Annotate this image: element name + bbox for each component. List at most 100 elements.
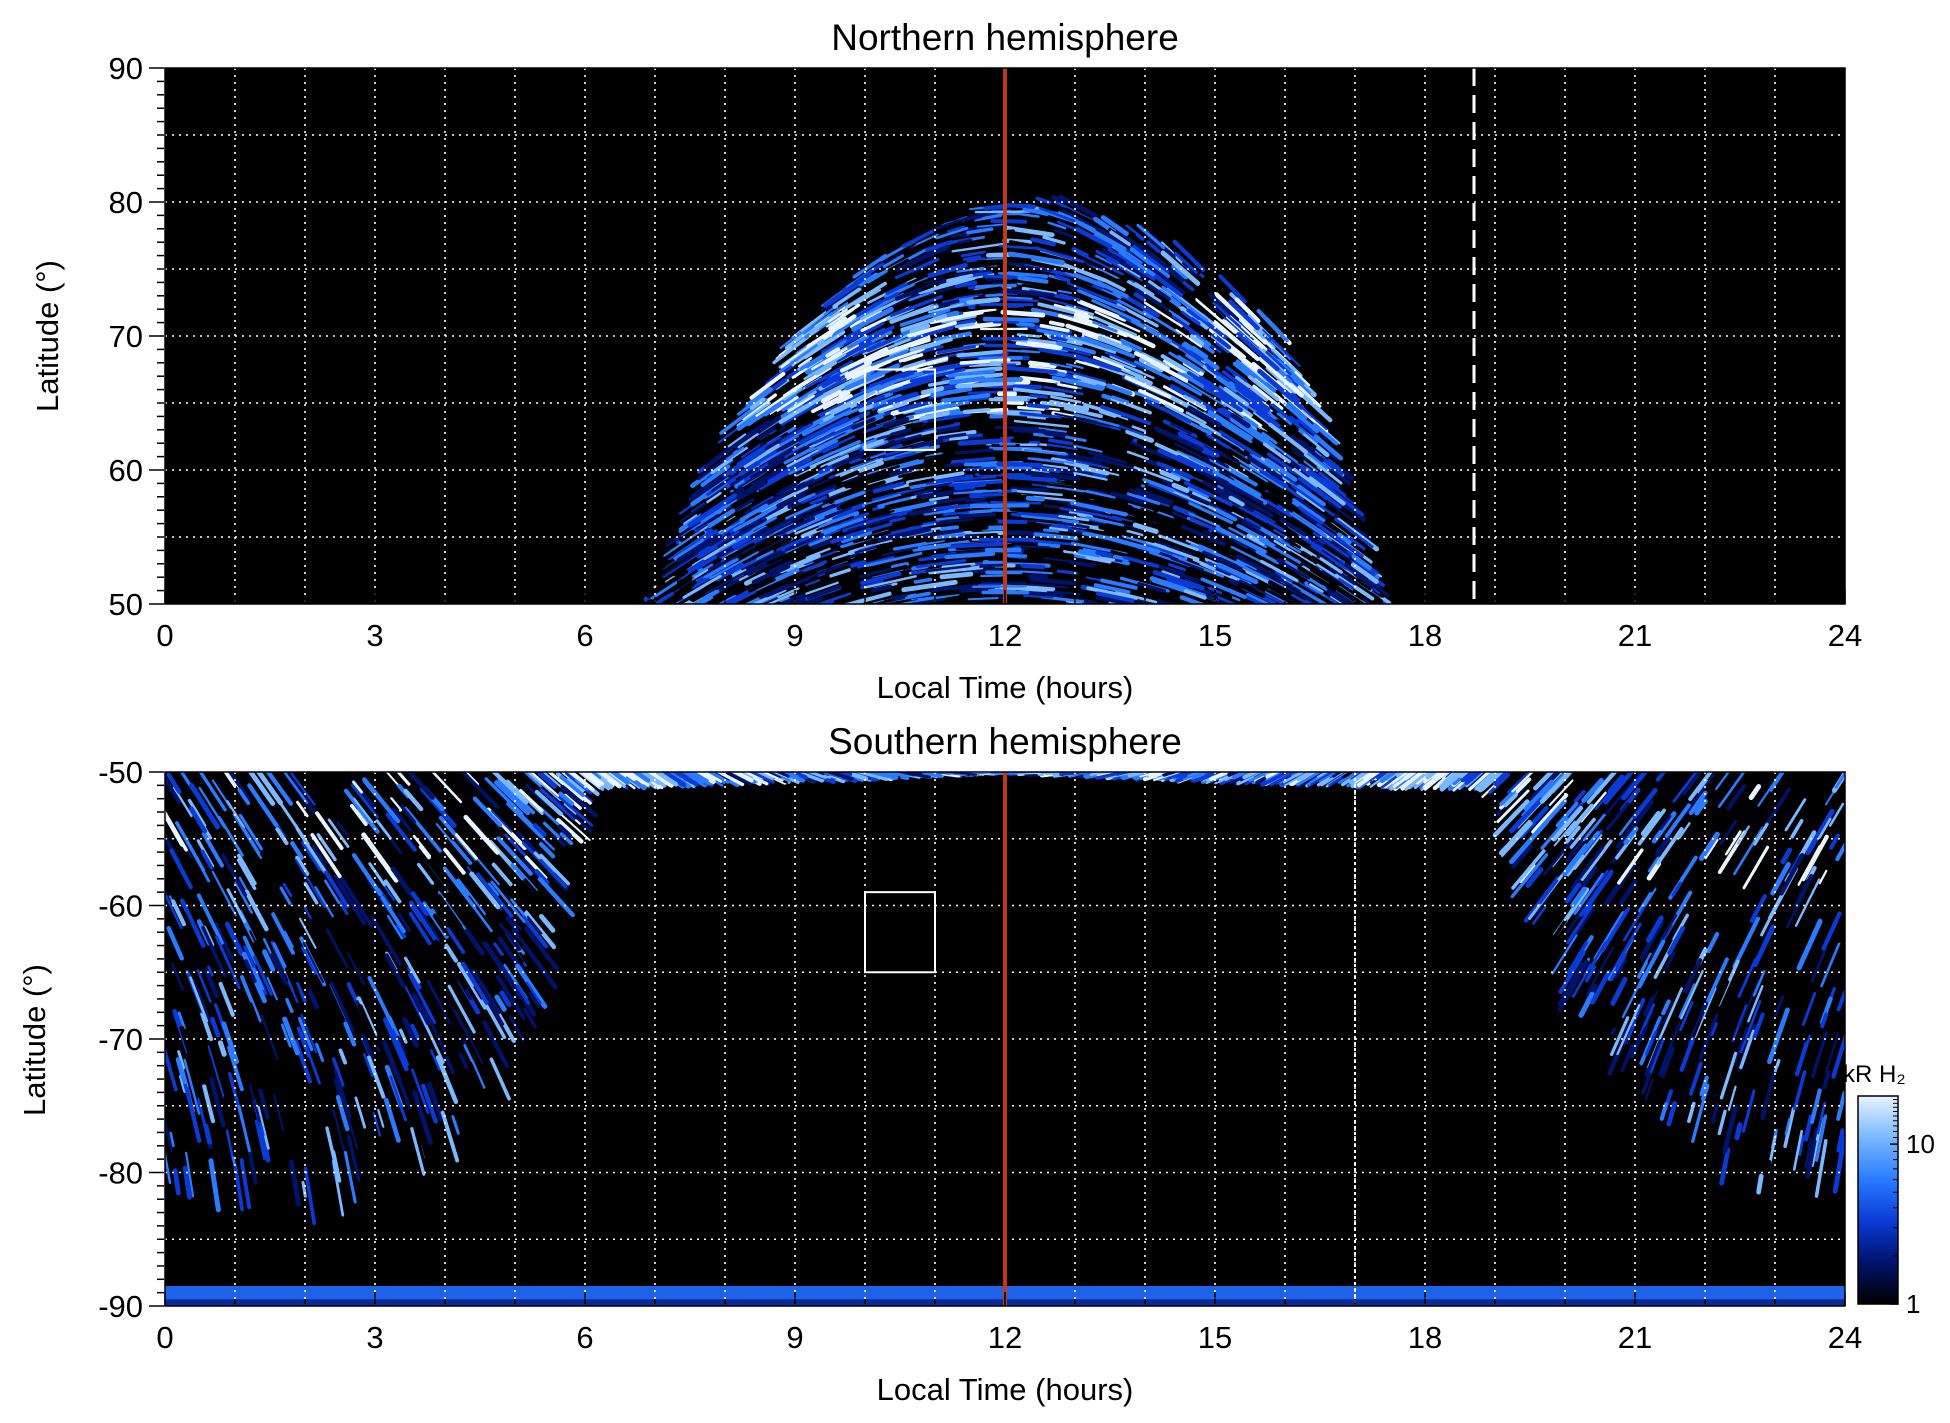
north-xtick-label: 15 <box>1198 618 1232 653</box>
south-emission-streak <box>1784 1117 1791 1136</box>
north-emission-streak <box>876 535 924 549</box>
south-emission-streak <box>1581 865 1599 887</box>
north-emission-streak <box>1027 573 1049 580</box>
south-emission-streak <box>542 772 566 792</box>
south-emission-streak <box>1609 1016 1630 1057</box>
north-emission-streak <box>1269 402 1301 429</box>
north-emission-streak <box>1310 544 1348 570</box>
north-emission-streak <box>815 361 838 376</box>
north-emission-streak <box>1132 448 1165 464</box>
north-emission-streak <box>955 448 994 455</box>
north-emission-streak <box>866 333 904 353</box>
south-emission-streak <box>218 815 244 857</box>
south-emission-streak <box>165 890 183 930</box>
north-emission-streak <box>748 411 778 433</box>
south-emission-streak <box>283 930 294 949</box>
north-emission-streak <box>786 419 824 442</box>
north-emission-streak <box>1137 581 1167 593</box>
south-emission-streak <box>546 772 584 802</box>
south-emission-streak <box>1805 808 1835 855</box>
north-emission-streak <box>797 390 825 409</box>
north-emission-streak <box>906 471 965 485</box>
south-emission-streak <box>335 1095 350 1132</box>
south-emission-streak <box>659 772 687 788</box>
south-emission-streak <box>1794 873 1814 908</box>
south-emission-streak <box>1761 787 1791 832</box>
north-emission-streak <box>774 501 811 520</box>
south-emission-streak <box>294 1039 312 1084</box>
north-emission-streak <box>710 446 749 475</box>
north-emission-streak <box>1025 495 1045 502</box>
south-emission-streak <box>1310 772 1334 786</box>
north-emission-streak <box>673 562 693 577</box>
north-emission-streak <box>1296 489 1326 512</box>
south-emission-streak <box>1719 819 1738 846</box>
north-emission-streak <box>1134 351 1170 371</box>
north-emission-streak <box>1142 310 1181 335</box>
south-emission-streak <box>1548 779 1574 807</box>
north-emission-streak <box>1086 586 1138 600</box>
south-emission-streak <box>343 1151 357 1204</box>
south-emission-streak <box>1533 772 1555 791</box>
south-emission-streak <box>1394 772 1419 789</box>
north-emission-streak <box>1236 331 1280 372</box>
south-emission-streak <box>1645 915 1664 943</box>
south-emission-streak <box>239 975 262 1023</box>
north-emission-streak <box>737 433 759 449</box>
north-emission-streak <box>951 230 1002 241</box>
north-emission-streak <box>796 556 851 579</box>
south-emission-streak <box>1835 841 1845 862</box>
south-emission-streak <box>499 990 512 1007</box>
north-emission-streak <box>1069 279 1117 301</box>
north-emission-streak <box>844 361 873 377</box>
south-emission-streak <box>1679 969 1704 1020</box>
north-emission-streak <box>890 525 922 535</box>
north-emission-streak <box>839 494 873 510</box>
north-emission-streak <box>1110 491 1148 506</box>
north-emission-streak <box>858 404 874 413</box>
north-emission-streak <box>706 458 735 480</box>
south-emission-streak <box>1679 1000 1694 1032</box>
north-emission-streak <box>902 359 926 369</box>
south-emission-streak <box>526 958 554 996</box>
south-emission-streak <box>1728 887 1739 903</box>
north-xtick-label: 21 <box>1618 618 1652 653</box>
south-emission-streak <box>221 1021 240 1064</box>
north-emission-streak <box>1258 356 1304 398</box>
north-emission-streak <box>951 242 1007 253</box>
north-emission-streak <box>801 489 830 504</box>
south-emission-streak <box>165 849 179 872</box>
south-emission-streak <box>271 912 295 955</box>
south-emission-streak <box>587 772 614 790</box>
north-emission-streak <box>917 275 976 295</box>
south-emission-streak <box>1644 1040 1662 1077</box>
north-emission-streak <box>780 423 812 443</box>
north-emission-streak <box>763 518 796 536</box>
south-emission-streak <box>269 1132 279 1166</box>
north-emission-streak <box>946 225 965 233</box>
south-emission-streak <box>202 1084 216 1124</box>
north-emission-streak <box>1284 585 1319 604</box>
north-emission-streak <box>1140 507 1180 525</box>
north-emission-streak <box>828 485 850 497</box>
north-emission-streak <box>1223 487 1274 518</box>
south-emission-streak <box>182 1165 192 1200</box>
north-emission-streak <box>1057 521 1090 529</box>
north-emission-streak <box>1020 514 1080 523</box>
south-emission-streak <box>236 858 257 890</box>
south-emission-streak <box>451 840 473 865</box>
north-emission-streak <box>944 551 996 560</box>
north-emission-streak <box>736 401 771 428</box>
north-emission-streak <box>1001 288 1055 298</box>
north-emission-streak <box>1313 434 1344 461</box>
north-emission-streak <box>1170 557 1204 572</box>
north-emission-streak <box>894 451 916 460</box>
south-emission-streak <box>1727 1085 1737 1111</box>
south-emission-streak <box>1687 1101 1696 1123</box>
north-emission-streak <box>751 563 791 585</box>
south-emission-streak <box>589 772 602 780</box>
north-emission-streak <box>1125 429 1155 443</box>
north-emission-streak <box>932 589 961 597</box>
north-emission-streak <box>865 492 914 508</box>
south-emission-streak <box>1734 1122 1743 1141</box>
